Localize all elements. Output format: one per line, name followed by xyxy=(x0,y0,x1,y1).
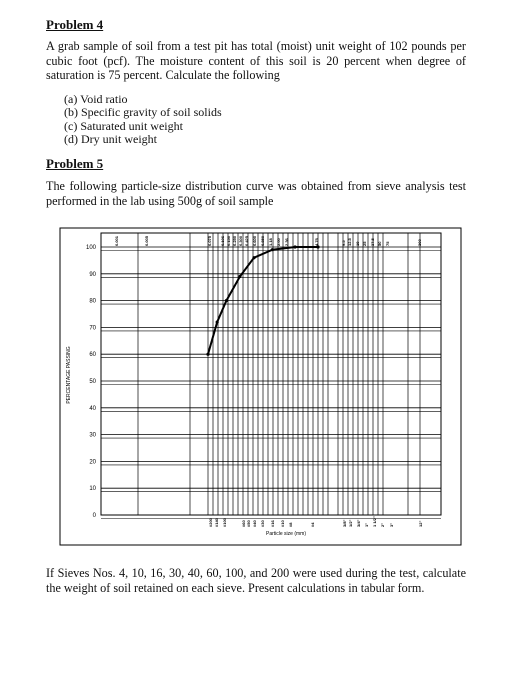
y-tick-label: 90 xyxy=(89,272,96,278)
bottom-sieve-label: 1 1/2" xyxy=(372,516,377,527)
top-sieve-label: 1.18 xyxy=(268,237,273,246)
data-point xyxy=(270,248,274,252)
bottom-sieve-labels: #200 #140 #100 #60 #50 #40 #30 #16 #10 #8 #4 3/8" 1/… xyxy=(208,516,423,527)
y-tick-label: 10 xyxy=(89,486,96,492)
data-series xyxy=(206,245,320,356)
data-point xyxy=(252,256,256,260)
horizontal-gridlines xyxy=(101,246,441,519)
top-sieve-label: 19 xyxy=(355,241,360,246)
data-point xyxy=(224,299,228,303)
top-sieve-label: 0.005 xyxy=(144,235,149,246)
bottom-sieve-label: #10 xyxy=(280,520,285,527)
y-axis-label: PERCENTAGE PASSING xyxy=(66,346,72,403)
chart-frame xyxy=(59,227,462,546)
data-point xyxy=(215,320,219,324)
bottom-sieve-label: #4 xyxy=(310,522,315,527)
bottom-sieve-label: 2" xyxy=(380,523,385,527)
top-sieve-label: 9.5 xyxy=(341,240,346,246)
top-sieve-label: 0.250 xyxy=(232,235,237,246)
top-sieve-label: 4.75 xyxy=(314,237,319,246)
top-sieve-label: 0.850 xyxy=(260,235,265,246)
y-tick-label: 80 xyxy=(89,299,96,305)
top-sieve-label: 12.5 xyxy=(347,237,352,246)
top-sieve-label: 0.600 xyxy=(252,235,257,246)
bottom-sieve-label: #16 xyxy=(270,520,275,527)
top-sieve-label: 2.00 xyxy=(276,237,281,246)
top-sieve-label: 25 xyxy=(362,241,367,246)
top-sieve-label: 0.300 xyxy=(238,235,243,246)
bottom-sieve-label: 12" xyxy=(418,521,423,527)
gradation-curve xyxy=(207,246,318,355)
y-tick-label: 100 xyxy=(86,245,97,251)
bottom-sieve-label: #30 xyxy=(260,520,265,527)
bottom-sieve-label: 3/8" xyxy=(342,519,347,527)
y-tick-label: 40 xyxy=(89,406,96,412)
bottom-sieve-label: #140 xyxy=(214,517,219,527)
y-tick-label: 20 xyxy=(89,459,96,465)
bottom-sieve-label: 1/2" xyxy=(348,519,353,527)
top-sieve-label: 0.106 xyxy=(220,235,225,246)
top-sieve-label: 0.150 xyxy=(226,235,231,246)
y-tick-label: 70 xyxy=(89,325,96,331)
problem4-heading: Problem 4 xyxy=(46,17,104,32)
bottom-sieve-label: #60 xyxy=(241,520,246,527)
data-point xyxy=(316,245,320,249)
top-sieve-labels: 0.001 0.005 0.075 0.106 0.150 0.250 0.300 0.425… xyxy=(114,235,422,246)
list-item: (d) Dry unit weight xyxy=(64,132,157,147)
problem4-text: A grab sample of soil from a test pit ha… xyxy=(46,39,466,83)
top-sieve-label: 0.425 xyxy=(244,235,249,246)
bottom-sieve-label: 1" xyxy=(364,523,369,527)
bottom-sieve-label: #50 xyxy=(246,520,251,527)
problem4-list: (a) Void ratio (b) Specific gravity of s… xyxy=(64,92,222,147)
plot-area xyxy=(100,232,442,516)
x-axis-label: Particle size (mm) xyxy=(266,531,306,537)
problem5-heading: Problem 5 xyxy=(46,156,104,171)
top-sieve-label: 37.5 xyxy=(370,237,375,246)
vertical-gridlines xyxy=(137,233,421,515)
bottom-sieve-label: 3/4" xyxy=(356,519,361,527)
top-sieve-label: 50 xyxy=(377,241,382,246)
bottom-sieve-label: 3" xyxy=(389,523,394,527)
top-sieve-label: 0.001 xyxy=(114,235,119,246)
y-tick-label: 60 xyxy=(89,352,96,358)
top-sieve-label: 0.075 xyxy=(207,235,212,246)
y-tick-label: 30 xyxy=(89,433,96,439)
top-sieve-label: 300 xyxy=(417,239,422,246)
bottom-sieve-label: #100 xyxy=(222,517,227,527)
bottom-sieve-label: #8 xyxy=(288,522,293,527)
data-point xyxy=(206,352,210,356)
bottom-sieve-label: #40 xyxy=(252,520,257,527)
list-item: (b) Specific gravity of soil solids xyxy=(64,105,222,120)
problem5-text: The following particle-size distribution… xyxy=(46,179,466,208)
list-item: (c) Saturated unit weight xyxy=(64,118,183,133)
y-tick-label: 0 xyxy=(93,513,97,519)
top-sieve-label: 2.36 xyxy=(284,237,289,246)
top-sieve-label: 75 xyxy=(385,241,390,246)
bottom-sieve-label: #200 xyxy=(208,517,213,527)
data-point xyxy=(238,274,242,279)
problem5-question: If Sieves Nos. 4, 10, 16, 30, 40, 60, 10… xyxy=(46,566,466,595)
list-item: (a) Void ratio xyxy=(64,92,128,106)
data-point xyxy=(293,245,297,249)
y-tick-label: 50 xyxy=(89,379,96,385)
